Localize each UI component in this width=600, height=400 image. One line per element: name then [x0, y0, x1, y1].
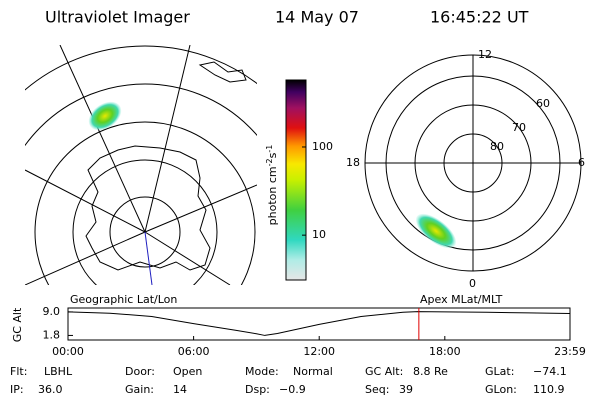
field-value: LBHL [44, 365, 73, 378]
field-label: Door: [125, 365, 155, 378]
panel-label: Apex MLat/MLT [420, 293, 503, 306]
field-label: GLon: [485, 383, 517, 396]
field-label: GC Alt: [365, 365, 403, 378]
lat-label: 80 [490, 140, 504, 153]
x-tick-label: 18:00 [429, 345, 461, 358]
field-label: Seq: [365, 383, 389, 396]
field-value: 110.9 [533, 383, 565, 396]
field-value: Normal [293, 365, 333, 378]
x-tick-label: 06:00 [178, 345, 210, 358]
colorbar-tick-label: 100 [312, 140, 333, 153]
field-label: Flt: [10, 365, 27, 378]
panel-label: Geographic Lat/Lon [70, 293, 177, 306]
title: Ultraviolet Imager [45, 8, 190, 27]
field-value: 39 [399, 383, 413, 396]
x-tick-label: 00:00 [52, 345, 84, 358]
colorbar [285, 79, 307, 281]
colorbar-label: photon cm-2s-1 [265, 145, 280, 226]
aurora [415, 213, 457, 249]
mlt-label: 6 [578, 156, 585, 169]
mlt-label: 18 [346, 156, 360, 169]
field-value: −74.1 [533, 365, 567, 378]
globe [25, 45, 257, 285]
field-value: 8.8 Re [413, 365, 448, 378]
date: 14 May 07 [275, 8, 359, 27]
lat-label: 60 [536, 97, 550, 110]
field-value: −0.9 [279, 383, 306, 396]
field-value: 14 [173, 383, 187, 396]
field-label: IP: [10, 383, 24, 396]
mlt-label: 0 [469, 277, 476, 290]
field-value: 36.0 [38, 383, 63, 396]
time: 16:45:22 UT [430, 8, 529, 27]
y-axis-label: GC Alt [11, 307, 24, 342]
y-tick-label: 1.8 [43, 328, 61, 341]
field-label: Mode: [245, 365, 279, 378]
altitude-line [67, 311, 571, 336]
colorbar-tick-label: 10 [312, 228, 326, 241]
mlt-label: 12 [478, 48, 492, 61]
y-tick-label: 9.0 [43, 305, 61, 318]
field-label: GLat: [485, 365, 514, 378]
field-label: Gain: [125, 383, 154, 396]
polar-grid [364, 54, 582, 272]
field-value: Open [173, 365, 202, 378]
x-tick-label: 23:59 [554, 345, 586, 358]
x-tick-label: 12:00 [303, 345, 335, 358]
field-label: Dsp: [245, 383, 270, 396]
lat-label: 70 [512, 121, 526, 134]
